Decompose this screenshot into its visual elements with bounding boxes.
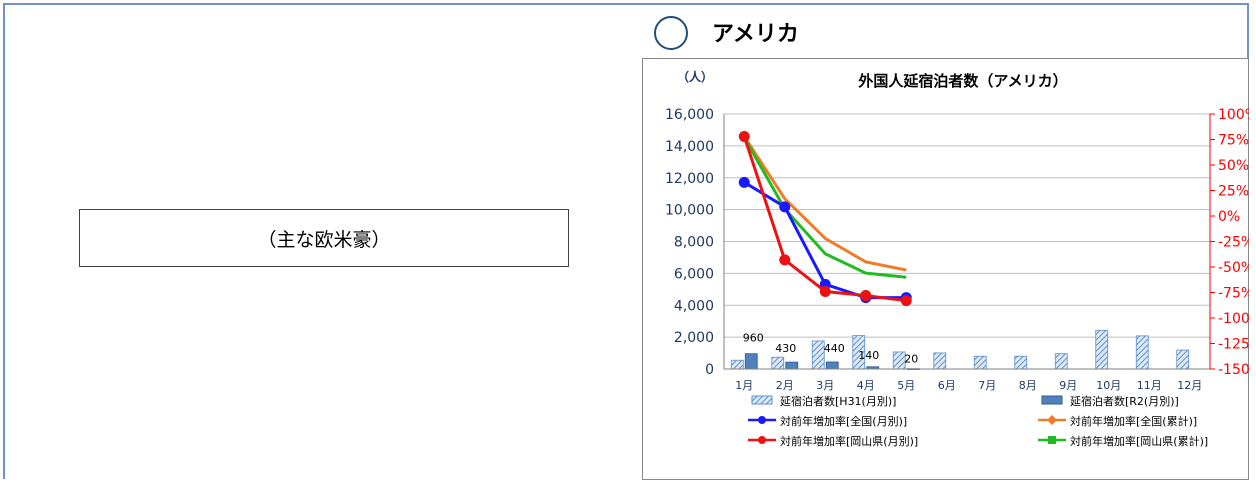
x-tick-label: 4月	[857, 379, 875, 392]
bar-r2	[744, 353, 758, 370]
axes: 0 2,000 4,000 6,000 8,000 10,000 12,000 14,000 1…	[665, 107, 1249, 392]
bar-r2	[825, 361, 839, 370]
x-tick-label: 11月	[1137, 379, 1162, 392]
y-tick-label-left: 6,000	[674, 266, 714, 282]
bar-h31	[973, 355, 987, 370]
legend-label: 対前年増加率[岡山県(月別)]	[780, 434, 918, 448]
bar-data-label: 440	[824, 342, 845, 355]
legend-swatch	[1041, 395, 1063, 405]
x-tick-label: 8月	[1019, 379, 1037, 392]
circle-icon	[654, 16, 688, 50]
legend-label: 延宿泊者数[R2(月別)]	[1070, 394, 1179, 408]
bar-h31	[1054, 353, 1068, 370]
legend: 延宿泊者数[H31(月別)] 延宿泊者数[R2(月別)] 対前年増加率[全国(月別)…	[748, 394, 1208, 448]
y-tick-label-right: 0%	[1218, 209, 1240, 225]
bar-h31	[933, 352, 947, 370]
series-line	[742, 135, 907, 272]
y-axis-unit-label: （人）	[677, 69, 713, 84]
bar-h31	[730, 359, 744, 370]
chart-container	[642, 58, 1249, 480]
bar-h31	[1095, 329, 1109, 370]
y-tick-label-left: 0	[705, 362, 714, 378]
y-tick-label-right: -100%	[1218, 311, 1249, 327]
bars: 960 430 440 140 20	[730, 329, 1190, 370]
legend-swatch	[751, 395, 773, 405]
x-tick-label: 9月	[1059, 379, 1077, 392]
legend-label: 対前年増加率[全国(累計)]	[1070, 414, 1197, 428]
bar-data-label: 430	[775, 342, 796, 355]
x-tick-label: 1月	[735, 379, 753, 392]
y-tick-label-right: -125%	[1218, 337, 1249, 353]
series-point	[779, 254, 791, 266]
series-line	[742, 136, 907, 279]
section-label: （主な欧米豪）	[79, 209, 569, 267]
chart-svg: 外国人延宿泊者数（アメリカ） （人） 960 430 440 140 20 0 2,000…	[665, 69, 1249, 448]
gridlines	[724, 113, 1210, 338]
bar-h31	[1176, 349, 1190, 370]
bar-h31	[811, 340, 825, 370]
y-tick-label-left: 8,000	[674, 235, 714, 251]
x-tick-label: 5月	[897, 379, 915, 392]
legend-marker	[1048, 436, 1056, 444]
legend-marker	[1047, 415, 1057, 425]
x-tick-label: 6月	[938, 379, 956, 392]
series-point	[860, 290, 872, 302]
bar-r2	[785, 361, 799, 370]
bar-h31	[771, 356, 785, 370]
series-point	[738, 130, 750, 142]
x-tick-label: 12月	[1177, 379, 1202, 392]
series-point	[738, 176, 750, 188]
legend-label: 対前年増加率[全国(月別)]	[780, 414, 907, 428]
y-tick-label-right: -50%	[1218, 260, 1249, 276]
y-tick-label-left: 14,000	[665, 139, 714, 155]
bar-h31	[1014, 355, 1028, 370]
legend-label: 対前年増加率[岡山県(累計)]	[1070, 434, 1208, 448]
country-title: アメリカ	[712, 22, 799, 47]
bar-data-label: 960	[743, 332, 764, 345]
line-series	[738, 130, 912, 307]
series-point	[900, 295, 912, 307]
y-tick-label-right: -25%	[1218, 235, 1249, 251]
y-tick-label-left: 12,000	[665, 171, 714, 187]
x-tick-label: 10月	[1096, 379, 1121, 392]
x-tick-label: 7月	[978, 379, 996, 392]
y-tick-label-right: 50%	[1218, 158, 1249, 174]
legend-marker	[758, 416, 766, 424]
bar-data-label: 20	[904, 353, 918, 366]
bar-data-label: 140	[858, 349, 879, 362]
y-tick-label-left: 4,000	[674, 298, 714, 314]
legend-label: 延宿泊者数[H31(月別)]	[780, 394, 896, 408]
y-tick-label-right: 100%	[1218, 107, 1249, 123]
x-tick-label: 3月	[816, 379, 834, 392]
x-tick-label: 2月	[776, 379, 794, 392]
y-tick-label-left: 2,000	[674, 330, 714, 346]
chart-title: 外国人延宿泊者数（アメリカ）	[857, 72, 1067, 90]
legend-marker	[758, 436, 766, 444]
series-point	[779, 201, 791, 213]
y-tick-label-right: 75%	[1218, 133, 1249, 149]
y-tick-label-left: 10,000	[665, 203, 714, 219]
y-tick-label-left: 16,000	[665, 107, 714, 123]
y-tick-label-right: -75%	[1218, 286, 1249, 302]
y-tick-label-right: -150%	[1218, 362, 1249, 378]
series-point	[819, 285, 831, 297]
y-tick-label-right: 25%	[1218, 184, 1249, 200]
bar-h31	[1135, 335, 1149, 370]
